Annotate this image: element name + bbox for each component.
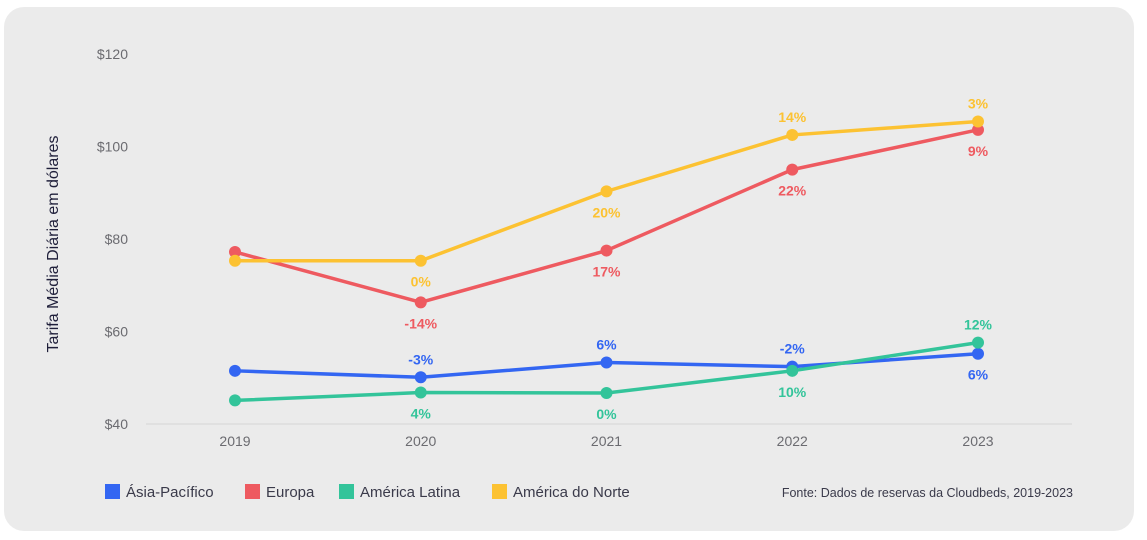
data-point	[600, 356, 613, 369]
data-label: 10%	[778, 384, 807, 400]
data-point	[972, 115, 984, 128]
legend-swatch	[245, 484, 260, 499]
data-label: 3%	[968, 96, 989, 112]
data-label: 17%	[592, 264, 621, 280]
x-tick-label: 2020	[405, 433, 436, 449]
x-tick-label: 2021	[591, 433, 622, 449]
legend-label: América Latina	[360, 484, 461, 501]
data-label: -2%	[780, 341, 805, 357]
data-point	[972, 347, 984, 360]
data-label: 22%	[778, 183, 807, 199]
data-point	[972, 336, 984, 349]
legend-label: América do Norte	[513, 484, 630, 501]
data-point	[600, 387, 613, 400]
y-tick-label: $100	[97, 139, 128, 155]
y-tick-label: $60	[105, 324, 129, 340]
data-point	[414, 254, 427, 267]
data-label: 12%	[964, 317, 993, 333]
legend-swatch	[105, 484, 120, 499]
x-tick-label: 2023	[962, 433, 993, 449]
legend-swatch	[339, 484, 354, 499]
chart-card	[4, 7, 1134, 531]
legend-label: Europa	[266, 484, 315, 501]
data-point	[600, 244, 613, 257]
y-axis-label: Tarifa Média Diária em dólares	[45, 136, 62, 353]
data-point	[786, 163, 799, 176]
data-label: -3%	[408, 351, 433, 367]
y-tick-label: $40	[105, 416, 129, 432]
data-point	[786, 364, 799, 377]
data-point	[229, 364, 241, 377]
source-note: Fonte: Dados de reservas da Cloudbeds, 2…	[782, 486, 1073, 500]
data-label: 20%	[592, 204, 621, 220]
data-label: 6%	[968, 367, 989, 383]
x-tick-label: 2022	[777, 433, 808, 449]
data-label: 9%	[968, 143, 989, 159]
data-label: -14%	[404, 315, 437, 331]
legend-swatch	[492, 484, 507, 499]
x-tick-label: 2019	[219, 433, 250, 449]
data-label: 0%	[411, 274, 432, 290]
data-point	[600, 185, 613, 198]
data-point	[229, 394, 241, 407]
data-point	[229, 245, 241, 258]
data-label: 4%	[411, 406, 432, 422]
legend-label: Ásia-Pacífico	[126, 484, 214, 501]
data-point	[786, 128, 799, 141]
data-point	[414, 371, 427, 384]
y-tick-label: $80	[105, 231, 129, 247]
data-label: 0%	[596, 406, 617, 422]
data-point	[972, 123, 984, 136]
data-label: 14%	[778, 109, 807, 125]
data-point	[414, 386, 427, 399]
y-tick-label: $120	[97, 46, 128, 62]
data-point	[414, 296, 427, 309]
data-label: 6%	[596, 336, 617, 352]
data-point	[229, 254, 241, 267]
